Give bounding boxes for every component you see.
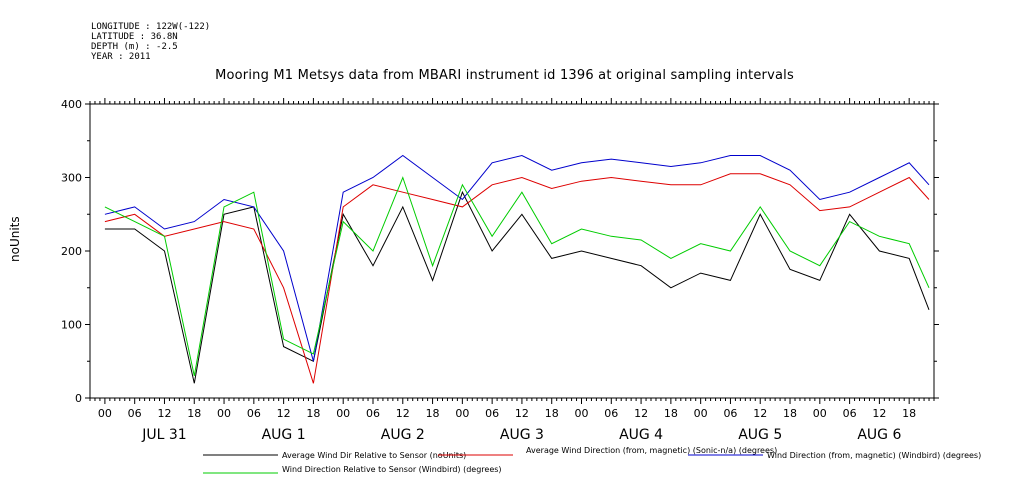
day-label: AUG 3 (500, 427, 544, 443)
x-tick-label: 12 (396, 407, 410, 420)
y-tick-label: 100 (61, 319, 82, 332)
x-tick-label: 00 (217, 407, 231, 420)
series-line-3 (104, 154, 930, 362)
x-tick-label: 18 (187, 407, 201, 420)
x-tick-label: 12 (157, 407, 171, 420)
x-tick-label: 06 (366, 407, 380, 420)
day-label: AUG 4 (619, 427, 663, 443)
y-tick-label: 0 (75, 392, 82, 405)
longitude-text: LONGITUDE : 122W(-122) (91, 22, 211, 32)
x-tick-label: 00 (813, 407, 827, 420)
x-tick-label: 06 (723, 407, 737, 420)
legend-label-2: Average Wind Direction (from, magnetic) … (526, 446, 777, 455)
x-tick-label: 06 (247, 407, 261, 420)
year-text: YEAR : 2011 (91, 52, 151, 62)
legend-label-4: Wind Direction Relative to Sensor (Windb… (282, 465, 502, 474)
x-tick-label: 18 (426, 407, 440, 420)
series-line-1 (104, 190, 930, 384)
x-tick-label: 06 (843, 407, 857, 420)
day-label: AUG 6 (857, 427, 901, 443)
x-tick-label: 06 (128, 407, 142, 420)
chart-title: Mooring M1 Metsys data from MBARI instru… (215, 68, 794, 83)
x-tick-label: 06 (604, 407, 618, 420)
x-tick-label: 18 (545, 407, 559, 420)
legend-label-1: Average Wind Dir Relative to Sensor (noU… (282, 451, 466, 460)
x-tick-label: 12 (753, 407, 767, 420)
depth-text: DEPTH (m) : -2.5 (91, 42, 178, 52)
day-label: AUG 5 (738, 427, 782, 443)
x-tick-label: 12 (515, 407, 529, 420)
x-tick-label: 18 (902, 407, 916, 420)
y-tick-label: 200 (61, 245, 82, 258)
x-tick-label: 18 (306, 407, 320, 420)
y-tick-label: 400 (61, 98, 82, 111)
x-tick-label: 18 (664, 407, 678, 420)
x-tick-label: 00 (98, 407, 112, 420)
series-line-4 (104, 176, 930, 377)
day-label: AUG 2 (381, 427, 425, 443)
x-tick-label: 12 (634, 407, 648, 420)
x-tick-label: 06 (485, 407, 499, 420)
x-tick-label: 18 (783, 407, 797, 420)
x-tick-label: 00 (575, 407, 589, 420)
x-tick-label: 00 (336, 407, 350, 420)
x-tick-label: 12 (872, 407, 886, 420)
day-label: JUL 31 (141, 427, 186, 443)
series-line-2 (104, 173, 930, 384)
x-tick-label: 00 (694, 407, 708, 420)
y-tick-label: 300 (61, 172, 82, 185)
latitude-text: LATITUDE : 36.8N (91, 32, 178, 42)
day-label: AUG 1 (262, 427, 306, 443)
x-tick-label: 00 (455, 407, 469, 420)
legend-label-3: Wind Direction (from, magnetic) (Windbir… (767, 451, 981, 460)
x-tick-label: 12 (277, 407, 291, 420)
